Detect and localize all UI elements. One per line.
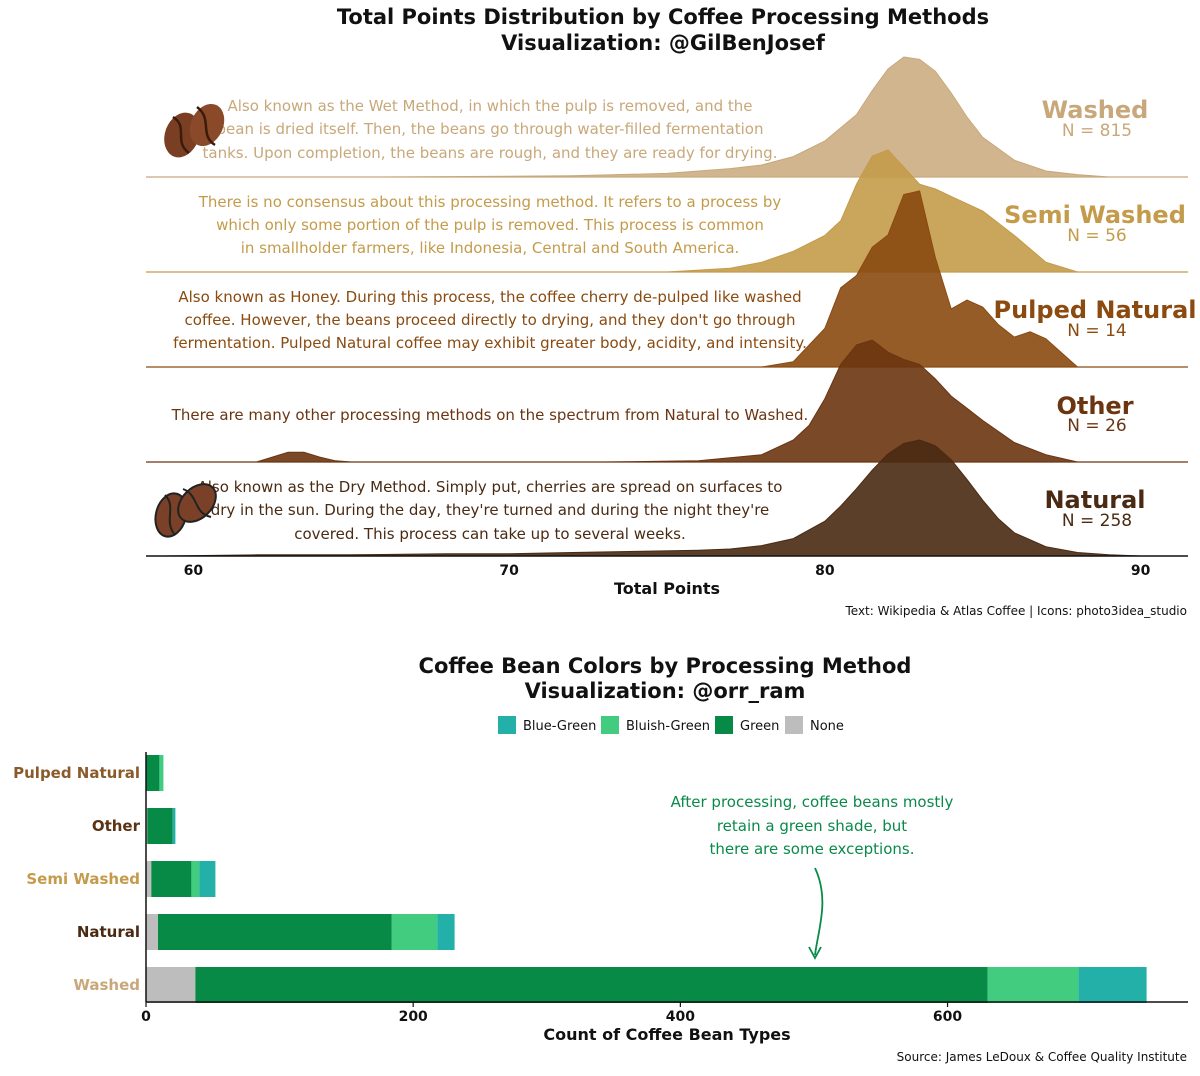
ridge-description-line: There is no consensus about this process… <box>198 193 782 211</box>
bar-x-tick-label: 0 <box>141 1009 151 1025</box>
bar-category-label: Other <box>92 817 141 835</box>
bar-category-label: Semi Washed <box>26 870 140 888</box>
ridge-x-tick-label: 90 <box>1131 563 1151 579</box>
ridge-description-line: bean is dried itself. Then, the beans go… <box>217 120 764 138</box>
ridge-density-other <box>256 339 1078 463</box>
ridge-x-tick-label: 80 <box>815 563 835 579</box>
ridge-description-line: coffee. However, the beans proceed direc… <box>185 311 796 329</box>
annotation-line: there are some exceptions. <box>710 840 915 858</box>
annotation-line: retain a green shade, but <box>717 817 907 835</box>
bar-segment-none <box>146 861 152 897</box>
bar-segment-blue-green <box>1078 967 1147 1003</box>
bar-segment-bluish-green <box>987 967 1079 1003</box>
bar-segment-green <box>195 967 988 1003</box>
bar-x-tick-label: 400 <box>666 1009 695 1025</box>
ridge-group-label: Semi Washed <box>1004 201 1186 229</box>
ridge-density-semi-washed <box>666 149 1078 273</box>
coffee-beans-outline-icon <box>154 483 217 538</box>
legend-swatch <box>498 716 516 734</box>
bar-category-label: Natural <box>77 923 140 941</box>
ridge-density-natural <box>161 439 1141 557</box>
ridge-description-line: Also known as the Dry Method. Simply put… <box>198 478 783 496</box>
ridgeline-x-axis-title: Total Points <box>614 579 720 598</box>
ridge-description-line: in smallholder farmers, like Indonesia, … <box>241 239 740 257</box>
ridge-group-label: Other <box>1056 392 1133 420</box>
bar-layer <box>146 755 1147 1003</box>
legend-label: Green <box>740 719 779 734</box>
ridge-description-line: covered. This process can take up to sev… <box>294 525 685 543</box>
ridge-description-line: Also known as the Wet Method, in which t… <box>227 97 752 115</box>
legend-label: Blue-Green <box>523 719 596 734</box>
ridge-group-n: N = 56 <box>1067 226 1126 246</box>
annotation: After processing, coffee beans mostly ret… <box>671 793 954 858</box>
ridge-group-label: Natural <box>1044 486 1145 514</box>
bar-chart-subtitle: Visualization: @orr_ram <box>525 679 806 703</box>
bar-chart: Coffee Bean Colors by Processing Method … <box>13 654 1188 1064</box>
legend-swatch <box>785 716 803 734</box>
bar-x-tick-label: 200 <box>399 1009 428 1025</box>
bar-category-labels: Pulped Natural Other Semi Washed Natural Was… <box>13 764 140 994</box>
ridge-description-line: which only some portion of the pulp is r… <box>216 216 764 234</box>
bar-segment-green <box>158 914 392 950</box>
legend-label: Bluish-Green <box>626 719 710 734</box>
annotation-arrowhead <box>808 946 822 960</box>
ridge-layer <box>146 56 1188 557</box>
ridge-density-washed <box>382 56 1110 178</box>
bar-category-label: Washed <box>73 976 140 994</box>
bar-segment-bluish-green <box>159 755 164 791</box>
ridge-x-tick-label: 70 <box>499 563 519 579</box>
ridge-group-n: N = 815 <box>1062 121 1132 141</box>
bar-segment-green <box>146 755 160 791</box>
legend-swatch <box>715 716 733 734</box>
ridgeline-subtitle: Visualization: @GilBenJosef <box>501 31 826 55</box>
bar-x-tick-label: 600 <box>933 1009 962 1025</box>
ridge-description-layer: Also known as the Wet Method, in which t… <box>171 97 809 543</box>
ridge-group-n: N = 14 <box>1067 321 1126 341</box>
ridge-group-label: Pulped Natural <box>994 296 1197 324</box>
ridge-group-label: Washed <box>1042 96 1149 124</box>
bar-segment-green <box>147 808 173 844</box>
ridgeline-x-ticks: 60 70 80 90 <box>184 563 1151 579</box>
ridge-x-tick-label: 60 <box>184 563 204 579</box>
bar-legend: Blue-Green Bluish-Green Green None <box>498 716 844 734</box>
ridge-description-line: There are many other processing methods … <box>171 406 809 424</box>
bar-x-axis-title: Count of Coffee Bean Types <box>543 1025 790 1044</box>
ridge-group-n: N = 258 <box>1062 511 1132 531</box>
bar-segment-blue-green <box>437 914 455 950</box>
bar-segment-bluish-green <box>391 914 438 950</box>
annotation-line: After processing, coffee beans mostly <box>671 793 954 811</box>
legend-label: None <box>810 719 844 734</box>
ridge-density-pulped-natural <box>761 190 1079 368</box>
ridgeline-caption: Text: Wikipedia & Atlas Coffee | Icons: … <box>844 604 1187 618</box>
bar-caption: Source: James LeDoux & Coffee Quality In… <box>897 1050 1187 1064</box>
ridgeline-chart: Total Points Distribution by Coffee Proc… <box>146 5 1197 618</box>
bar-segment-none <box>146 967 196 1003</box>
ridgeline-title: Total Points Distribution by Coffee Proc… <box>337 5 989 29</box>
ridge-description-line: dry in the sun. During the day, they're … <box>211 501 770 519</box>
bar-category-label: Pulped Natural <box>13 764 140 782</box>
bar-segment-green <box>151 861 192 897</box>
ridge-description-line: tanks. Upon completion, the beans are ro… <box>203 144 778 162</box>
ridge-description-line: fermentation. Pulped Natural coffee may … <box>173 334 807 352</box>
bar-x-ticks: 0 200 400 600 <box>141 1002 962 1025</box>
ridge-group-n: N = 26 <box>1067 416 1126 436</box>
ridge-description-line: Also known as Honey. During this process… <box>178 288 801 306</box>
legend-swatch <box>601 716 619 734</box>
bar-segment-bluish-green <box>191 861 200 897</box>
annotation-arrow <box>814 867 824 956</box>
bar-segment-blue-green <box>199 861 216 897</box>
coffee-beans-icon <box>164 103 225 158</box>
bar-segment-blue-green <box>172 808 176 844</box>
bar-chart-title: Coffee Bean Colors by Processing Method <box>419 654 912 678</box>
bar-segment-none <box>146 914 158 950</box>
